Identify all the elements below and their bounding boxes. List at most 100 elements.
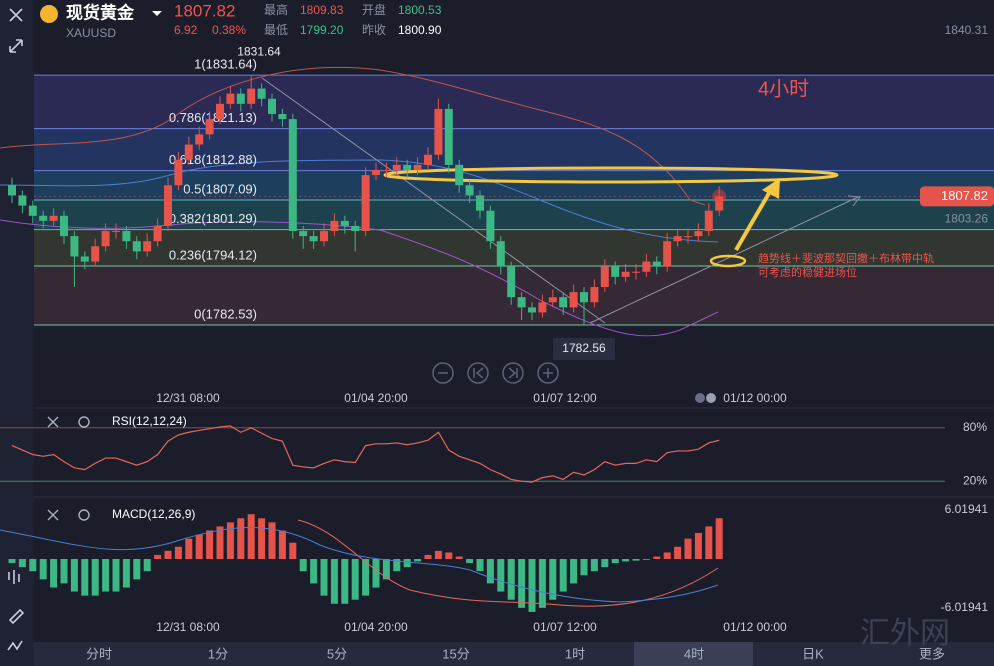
zoom-in[interactable] — [537, 362, 559, 384]
arrow — [734, 186, 774, 252]
change: 6.92 — [174, 23, 198, 37]
dot — [695, 393, 705, 403]
tab[interactable]: 1时 — [565, 646, 585, 661]
x-tick-label: 01/12 00:00 — [723, 620, 787, 634]
tab[interactable]: 更多 — [919, 646, 945, 661]
indicator-button[interactable] — [8, 570, 20, 584]
tab[interactable]: 分时 — [86, 646, 112, 661]
candle-body — [299, 231, 308, 237]
macd-bar — [393, 559, 401, 572]
macd-bar — [39, 559, 47, 580]
candle-body — [392, 164, 401, 170]
candle-body — [372, 169, 380, 176]
candle-body — [278, 113, 287, 120]
tab[interactable]: 5分 — [327, 646, 347, 661]
settings[interactable] — [78, 416, 90, 428]
prev-close: 1800.90 — [398, 23, 442, 37]
macd-bar — [549, 559, 557, 600]
low: 1799.20 — [300, 23, 344, 37]
low-marker-box — [553, 337, 615, 360]
arrow-head — [762, 178, 780, 199]
candle-body — [8, 185, 16, 196]
macd-bar — [476, 559, 484, 572]
x-tick-label: 01/04 20:00 — [344, 620, 408, 634]
macd-bar — [299, 559, 307, 572]
scroll-start[interactable] — [467, 362, 489, 384]
candle-body — [413, 164, 422, 170]
candle-body — [122, 231, 131, 242]
fib-label: 0(1782.53) — [194, 306, 257, 321]
tab-selected — [634, 642, 753, 666]
settings[interactable] — [78, 509, 90, 521]
highlight-ellipse — [709, 254, 747, 268]
indicator-title: MACD(12,26,9) — [112, 507, 195, 521]
macd-bar — [112, 559, 120, 592]
macd-bar — [164, 550, 172, 559]
fib-band — [34, 75, 994, 129]
tab-bar — [34, 642, 994, 666]
candle-body — [684, 236, 692, 238]
expand-button[interactable] — [9, 39, 23, 53]
price: 1807.82 — [174, 1, 235, 20]
tab[interactable]: 日K — [802, 646, 824, 661]
macd-bar — [611, 559, 619, 564]
candle-body — [569, 292, 578, 308]
macd-bar — [226, 522, 234, 559]
candle-body — [340, 220, 349, 226]
macd-bar — [143, 559, 151, 572]
candle-body — [132, 241, 141, 252]
tab[interactable]: 15分 — [442, 646, 469, 661]
candle-body — [465, 185, 474, 196]
candle-body — [361, 175, 370, 232]
open: 1800.53 — [398, 3, 442, 17]
tab[interactable]: 1分 — [208, 646, 228, 661]
candle-body — [424, 154, 432, 165]
candle-body — [476, 195, 484, 211]
candle-body — [320, 231, 328, 242]
macd-bar — [320, 559, 328, 596]
candle-body — [101, 231, 110, 247]
tab[interactable]: 4时 — [684, 646, 704, 661]
candle-body — [91, 246, 100, 262]
macd-bar — [341, 559, 349, 604]
macd-bar — [622, 559, 630, 562]
scroll-end[interactable] — [502, 362, 524, 384]
close-indicator[interactable] — [47, 509, 59, 521]
candle-body — [548, 297, 557, 303]
dot — [706, 393, 716, 403]
macd-bar — [642, 559, 650, 560]
candle-body — [559, 297, 568, 308]
macd-bar — [445, 552, 453, 559]
x-tick-label: 01/04 20:00 — [344, 391, 408, 405]
macd-bar — [133, 559, 141, 580]
macd-bar — [694, 532, 702, 559]
candle-body — [49, 215, 58, 221]
close-indicator[interactable] — [47, 416, 59, 428]
price-badge — [920, 186, 994, 207]
label: 最高 — [264, 2, 288, 17]
x-tick-label: 01/07 12:00 — [533, 391, 597, 405]
annotation: 趋势线＋斐波那契回撤＋布林带中轨 — [758, 251, 934, 265]
y-tick-label: 20% — [963, 473, 987, 487]
fib-band — [34, 229, 994, 267]
label: 最低 — [264, 23, 288, 37]
zoom-out[interactable] — [432, 362, 454, 384]
bollinger-middle — [0, 159, 719, 243]
close-button[interactable] — [9, 8, 23, 22]
candle-body — [663, 241, 672, 267]
dropdown[interactable] — [152, 11, 162, 16]
candle-body — [39, 215, 48, 221]
macd-bar — [559, 559, 567, 592]
instrument-name[interactable]: 现货黄金 — [66, 2, 135, 22]
macd-bar — [632, 559, 640, 561]
price-label: 1807.82 — [941, 188, 988, 203]
y-tick-label: -6.01941 — [941, 600, 989, 614]
line-button[interactable] — [7, 640, 23, 651]
macd-bar — [60, 559, 68, 584]
candle-body — [507, 266, 516, 298]
draw-button[interactable] — [8, 608, 25, 625]
macd-bar — [674, 546, 682, 559]
macd-bar — [538, 559, 546, 608]
macd-bar — [278, 530, 286, 559]
trend-line — [261, 77, 606, 324]
